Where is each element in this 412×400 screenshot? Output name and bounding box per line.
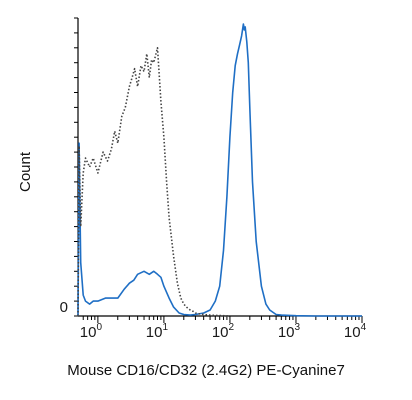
y-axis-label: Count [17,151,34,192]
x-tick-exponent: 0 [96,322,102,333]
x-tick-exponent: 1 [162,322,168,333]
x-tick-label: 102 [212,322,235,341]
x-tick-base: 10 [146,324,163,341]
x-axis-label: Mouse CD16/CD32 (2.4G2) PE-Cyanine7 [67,362,345,379]
x-tick-base: 10 [344,324,361,341]
x-tick-base: 10 [212,324,229,341]
x-tick-labels: 100 101 102 103 104 [80,322,367,341]
x-tick-label: 100 [80,322,103,341]
x-tick-label: 101 [146,322,169,341]
x-tick-exponent: 2 [229,322,235,333]
series-line-dotted [77,46,230,317]
x-tick-base: 10 [278,324,295,341]
x-tick-base: 10 [80,324,97,341]
y-tick-label-zero: 0 [60,299,68,316]
x-tick-label: 104 [344,322,367,341]
x-tick-exponent: 4 [361,322,367,333]
x-tick-label: 103 [278,322,301,341]
series-line-solid [77,23,362,317]
x-tick-exponent: 3 [295,322,301,333]
y-axis-ticks [74,17,78,317]
